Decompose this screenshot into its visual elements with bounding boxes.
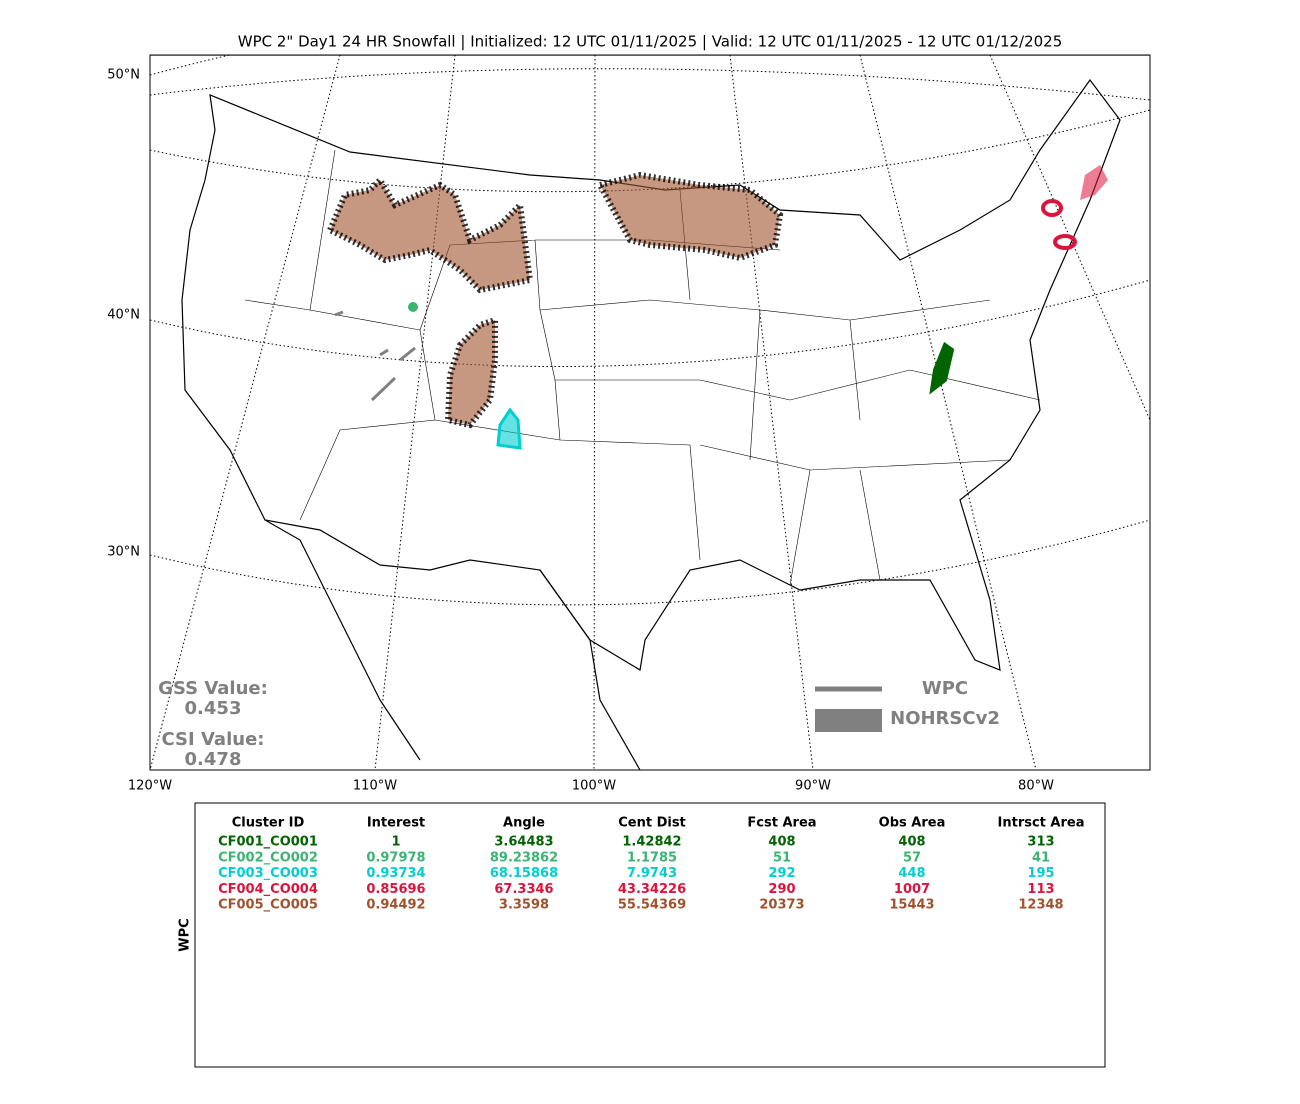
column-header: Obs Area: [879, 816, 946, 831]
table-cell: 55.54369: [618, 898, 686, 913]
legend-label: NOHRSCv2: [890, 708, 1000, 729]
table-cell: 1007: [894, 882, 930, 897]
table-cell: 408: [898, 835, 925, 850]
score-label: GSS Value:: [158, 678, 268, 699]
parallel: [150, 519, 1150, 606]
table-cell: 89.23862: [490, 850, 558, 865]
map-frame: [149, 54, 1151, 771]
meridian: [150, 55, 341, 770]
table-cell: 7.9743: [627, 866, 677, 881]
coastline: [181, 78, 1121, 671]
table-cell: CF004_CO004: [218, 882, 318, 897]
meridian: [989, 55, 1150, 421]
score-label: CSI Value:: [162, 729, 265, 750]
lon-label: 100°W: [572, 779, 616, 794]
meridian: [859, 55, 1037, 770]
table-cell: 12348: [1018, 898, 1063, 913]
table-cell: 195: [1027, 866, 1054, 881]
column-header: Intrsct Area: [998, 816, 1085, 831]
table-cell: 292: [768, 866, 795, 881]
table-cell: 41: [1032, 850, 1050, 865]
lon-label: 120°W: [128, 779, 172, 794]
table-cell: 57: [903, 850, 921, 865]
table-cell: 3.3598: [499, 898, 549, 913]
cluster-shape: [1041, 199, 1063, 217]
table-cell: CF003_CO003: [218, 866, 318, 881]
table-frame: [194, 802, 1106, 1068]
cluster-shape: [444, 315, 498, 429]
table-cell: CF005_CO005: [218, 898, 318, 913]
lat-label: 50°N: [107, 68, 140, 83]
lon-label: 110°W: [353, 779, 397, 794]
table-cell: 20373: [759, 898, 804, 913]
score-value: 0.453: [185, 698, 242, 719]
cluster-shape: [496, 407, 522, 450]
table-cell: 1.1785: [627, 850, 677, 865]
legend-label: WPC: [922, 678, 968, 699]
map: [149, 54, 1151, 771]
cluster-shape: [326, 175, 534, 294]
column-header: Angle: [503, 816, 545, 831]
table-cell: 448: [898, 866, 925, 881]
lat-label: 40°N: [107, 308, 140, 323]
table-cell: 0.85696: [366, 882, 425, 897]
table-cell: 408: [768, 835, 795, 850]
legend-swatch: [815, 709, 882, 732]
cluster-shape: [929, 341, 955, 395]
cluster-shape: [1080, 165, 1108, 200]
table-cell: CF002_CO002: [218, 850, 318, 865]
table-cell: 15443: [889, 898, 934, 913]
column-header: Fcst Area: [747, 816, 816, 831]
score-value: 0.478: [185, 749, 242, 770]
table-cell: 67.3346: [494, 882, 553, 897]
table-cell: 68.15868: [490, 866, 558, 881]
cluster-shape: [408, 302, 418, 312]
parallel: [150, 109, 1150, 193]
table-cell: 113: [1027, 882, 1054, 897]
coastline: [150, 55, 1150, 770]
parallel: [150, 68, 1150, 101]
table-cell: 43.34226: [618, 882, 686, 897]
table-cell: 0.97978: [366, 850, 425, 865]
table-cell: 313: [1027, 835, 1054, 850]
cluster-shape: [334, 310, 416, 402]
lon-label: 90°W: [795, 779, 831, 794]
obs-cluster: [326, 165, 1108, 450]
cluster-shape: [595, 171, 784, 262]
lat-label: 30°N: [107, 545, 140, 560]
column-header: Cent Dist: [618, 816, 686, 831]
side-label: WPC: [178, 918, 193, 951]
table-cell: 51: [773, 850, 791, 865]
table-cell: 1.42842: [622, 835, 681, 850]
lon-label: 80°W: [1018, 779, 1054, 794]
table-cell: 1: [391, 835, 400, 850]
table-cell: 3.64483: [494, 835, 553, 850]
table-cell: 0.94492: [366, 898, 425, 913]
cluster-shape: [1053, 234, 1077, 250]
column-header: Cluster ID: [232, 816, 305, 831]
column-header: Interest: [367, 816, 425, 831]
dynamic: 50°N 40°N 30°N 120°W 110°W 100°W 90°W 80°W GSS V…: [107, 68, 1084, 952]
title: WPC 2" Day1 24 HR Snowfall | Initialized…: [238, 33, 1063, 51]
parallel: [150, 279, 1150, 367]
table-cell: 290: [768, 882, 795, 897]
table-cell: CF001_CO001: [218, 835, 318, 850]
table-cell: 0.93734: [366, 866, 425, 881]
